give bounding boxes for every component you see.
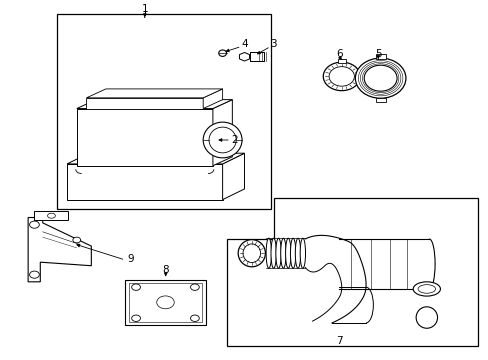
Ellipse shape <box>208 127 236 153</box>
Text: 3: 3 <box>270 39 276 49</box>
Ellipse shape <box>243 244 260 262</box>
Polygon shape <box>212 100 232 166</box>
Bar <box>250 53 264 61</box>
Bar <box>34 211 68 220</box>
Ellipse shape <box>73 237 81 243</box>
Ellipse shape <box>290 238 295 268</box>
Polygon shape <box>239 53 249 61</box>
Polygon shape <box>28 217 91 282</box>
Polygon shape <box>67 164 222 200</box>
Polygon shape <box>67 153 244 164</box>
Ellipse shape <box>270 238 276 268</box>
Text: 7: 7 <box>335 337 342 346</box>
Bar <box>125 280 205 325</box>
Ellipse shape <box>218 50 226 57</box>
Ellipse shape <box>417 285 435 293</box>
Text: 2: 2 <box>231 135 238 145</box>
Ellipse shape <box>131 284 140 291</box>
Ellipse shape <box>364 65 396 91</box>
Ellipse shape <box>190 284 199 291</box>
Ellipse shape <box>157 296 174 309</box>
Bar <box>337 59 345 63</box>
Ellipse shape <box>275 238 281 268</box>
Ellipse shape <box>323 62 360 91</box>
Polygon shape <box>86 89 222 98</box>
Polygon shape <box>77 109 212 166</box>
Ellipse shape <box>415 307 437 328</box>
Polygon shape <box>222 153 244 200</box>
Ellipse shape <box>203 122 242 158</box>
Text: 9: 9 <box>127 254 133 264</box>
Ellipse shape <box>285 238 290 268</box>
Ellipse shape <box>131 315 140 321</box>
Polygon shape <box>77 100 232 109</box>
Text: 5: 5 <box>374 49 381 59</box>
Ellipse shape <box>328 67 354 86</box>
Ellipse shape <box>280 238 285 268</box>
Bar <box>375 98 385 102</box>
Bar <box>375 54 385 59</box>
Ellipse shape <box>47 213 55 218</box>
Bar <box>57 14 271 208</box>
Text: 8: 8 <box>162 265 169 275</box>
Ellipse shape <box>300 238 305 268</box>
Text: 4: 4 <box>241 39 247 49</box>
Polygon shape <box>203 89 222 109</box>
Text: 1: 1 <box>141 4 148 14</box>
Ellipse shape <box>238 240 265 267</box>
Polygon shape <box>86 98 203 109</box>
Ellipse shape <box>355 58 405 98</box>
Ellipse shape <box>30 271 39 278</box>
Ellipse shape <box>265 238 271 268</box>
Polygon shape <box>227 198 477 346</box>
Text: 6: 6 <box>335 49 342 59</box>
Ellipse shape <box>295 238 300 268</box>
Ellipse shape <box>190 315 199 321</box>
Ellipse shape <box>412 282 440 296</box>
Bar <box>129 283 201 322</box>
Ellipse shape <box>30 221 39 228</box>
